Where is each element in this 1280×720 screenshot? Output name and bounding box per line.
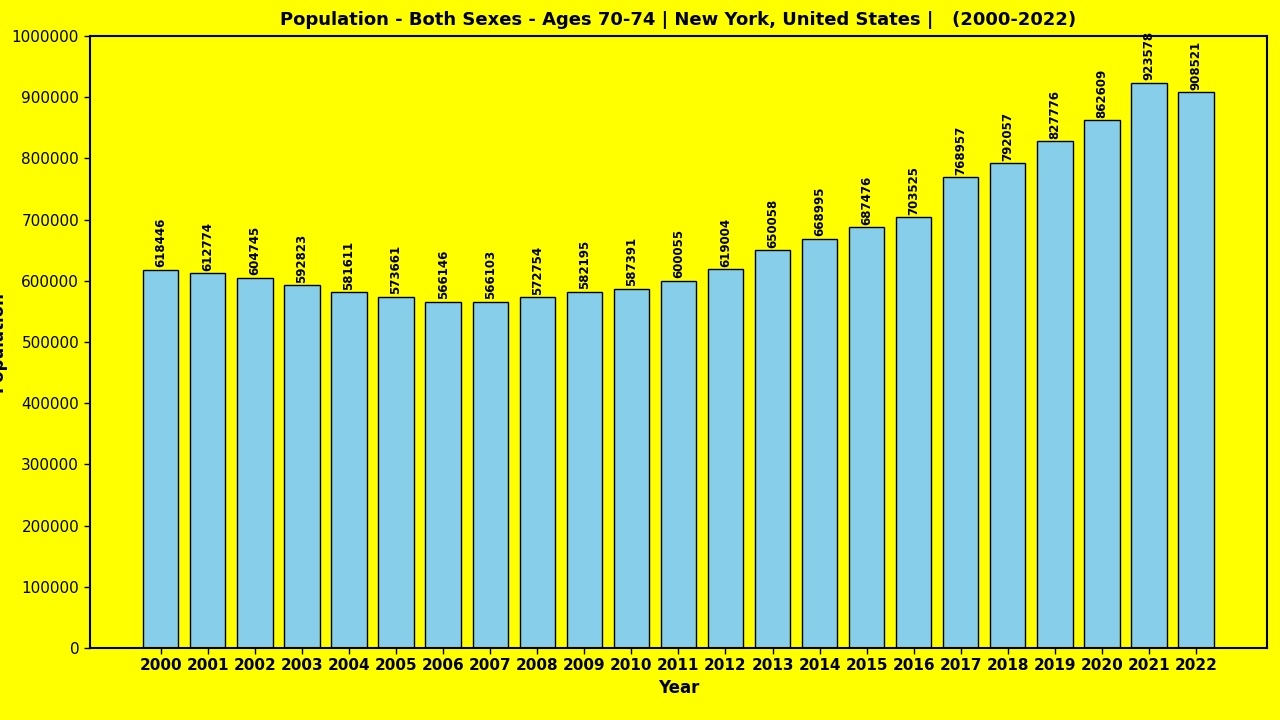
Bar xyxy=(237,278,273,648)
Text: 600055: 600055 xyxy=(672,229,685,279)
Title: Population - Both Sexes - Ages 70-74 | New York, United States |   (2000-2022): Population - Both Sexes - Ages 70-74 | N… xyxy=(280,11,1076,29)
Text: 566146: 566146 xyxy=(436,250,449,299)
Text: 862609: 862609 xyxy=(1096,68,1108,117)
Bar xyxy=(708,269,744,648)
Text: 703525: 703525 xyxy=(908,166,920,215)
Text: 582195: 582195 xyxy=(577,240,591,289)
Text: 792057: 792057 xyxy=(1001,112,1014,161)
Bar xyxy=(520,297,554,648)
Text: 587391: 587391 xyxy=(625,237,637,286)
Text: 687476: 687476 xyxy=(860,176,873,225)
Bar xyxy=(755,250,790,648)
Bar xyxy=(284,285,320,648)
Text: 650058: 650058 xyxy=(765,199,780,248)
Bar xyxy=(472,302,508,648)
Text: 581611: 581611 xyxy=(343,240,356,289)
Bar xyxy=(943,177,978,648)
Bar xyxy=(1037,141,1073,648)
Text: 619004: 619004 xyxy=(719,217,732,266)
Bar xyxy=(143,269,178,648)
Bar xyxy=(379,297,413,648)
Bar xyxy=(567,292,602,648)
Bar xyxy=(332,292,366,648)
Bar xyxy=(613,289,649,648)
Bar xyxy=(1084,120,1120,648)
Text: 827776: 827776 xyxy=(1048,90,1061,139)
Text: 923578: 923578 xyxy=(1143,31,1156,81)
Text: 573661: 573661 xyxy=(389,246,402,294)
Text: 592823: 592823 xyxy=(296,233,308,283)
Bar xyxy=(425,302,461,648)
Y-axis label: Population: Population xyxy=(0,292,6,392)
Bar xyxy=(896,217,932,648)
Text: 612774: 612774 xyxy=(201,222,214,271)
X-axis label: Year: Year xyxy=(658,679,699,697)
Bar xyxy=(1132,83,1166,648)
Text: 908521: 908521 xyxy=(1189,40,1202,89)
Bar xyxy=(849,228,884,648)
Bar xyxy=(991,163,1025,648)
Text: 618446: 618446 xyxy=(155,217,168,267)
Text: 768957: 768957 xyxy=(955,126,968,175)
Bar xyxy=(191,273,225,648)
Text: 572754: 572754 xyxy=(531,246,544,295)
Text: 604745: 604745 xyxy=(248,226,261,276)
Bar xyxy=(1179,92,1213,648)
Text: 566103: 566103 xyxy=(484,250,497,299)
Bar xyxy=(803,238,837,648)
Text: 668995: 668995 xyxy=(813,186,826,236)
Bar xyxy=(660,281,696,648)
